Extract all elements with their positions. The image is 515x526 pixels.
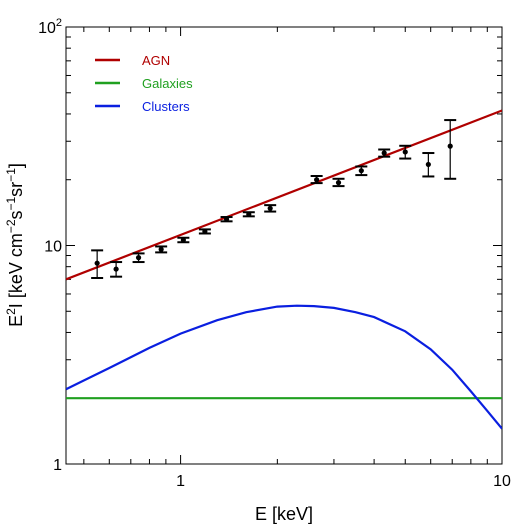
data-point (155, 245, 168, 254)
data-marker (447, 143, 453, 149)
y-tick-label: 1 (53, 457, 62, 474)
data-marker (94, 260, 100, 266)
data-point (132, 252, 145, 264)
data-point (242, 211, 255, 218)
data-point (332, 177, 345, 188)
data-marker (267, 205, 273, 211)
data-point (355, 165, 368, 177)
data-point (110, 261, 123, 278)
data-points-layer (91, 119, 457, 280)
data-point (198, 228, 211, 235)
legend: AGN Galaxies Clusters (95, 53, 193, 114)
data-point (378, 148, 391, 158)
data-point (444, 119, 457, 180)
data-marker (202, 228, 208, 235)
data-marker (223, 216, 230, 222)
data-point (264, 204, 277, 213)
legend-label: Galaxies (142, 76, 193, 91)
data-marker (381, 150, 387, 156)
legend-label: Clusters (142, 99, 190, 114)
legend-entry-agn: AGN (95, 53, 170, 68)
data-marker (246, 211, 252, 217)
legend-entry-clusters: Clusters (95, 99, 190, 114)
tick-labels: 1 10 1 10 102 (38, 17, 511, 490)
data-marker (135, 255, 142, 261)
data-marker (314, 177, 320, 183)
data-marker (425, 161, 431, 168)
data-marker (113, 266, 119, 272)
y-tick-label: 102 (38, 17, 62, 37)
series-line-clusters (66, 304, 502, 430)
data-marker (180, 237, 186, 243)
data-marker (158, 246, 164, 252)
data-point (310, 175, 323, 185)
x-tick-label: 1 (176, 473, 185, 490)
x-axis-title: E [keV] (255, 504, 313, 524)
data-marker (335, 180, 342, 186)
x-tick-label: 10 (493, 473, 511, 490)
data-point (177, 236, 190, 244)
data-point (399, 144, 412, 160)
data-point (422, 152, 435, 178)
legend-entry-galaxies: Galaxies (95, 76, 193, 91)
plot-area (65, 26, 503, 465)
data-marker (358, 168, 364, 174)
series-line-agn (66, 109, 502, 281)
data-point (91, 249, 104, 280)
series-layer (66, 109, 502, 430)
y-tick-label: 10 (44, 239, 62, 256)
legend-label: AGN (142, 53, 170, 68)
data-marker (402, 149, 408, 155)
y-axis-title: E2I [keV cm−2s−1sr−1] (4, 163, 26, 327)
data-point (220, 216, 233, 223)
